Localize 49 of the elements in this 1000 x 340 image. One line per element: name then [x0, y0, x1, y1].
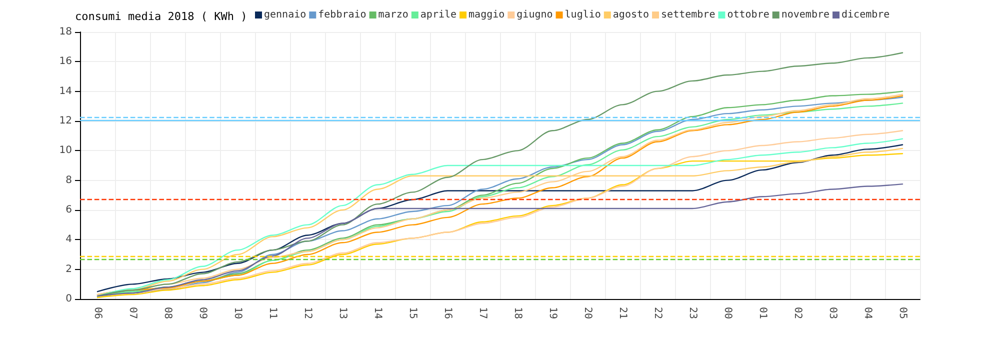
x-tick-label: 02 [792, 307, 803, 320]
legend-label: giugno [516, 10, 553, 20]
legend-label: settembre [661, 10, 716, 20]
x-tick-label: 08 [162, 307, 173, 320]
x-tick-label: 01 [757, 307, 768, 320]
line-series [96, 52, 904, 297]
x-tick-label: 10 [232, 307, 243, 320]
x-tick-label: 04 [862, 307, 873, 320]
y-tick-label: 14 [59, 86, 72, 97]
x-tick-label: 09 [197, 307, 208, 320]
x-tick-label: 16 [442, 307, 453, 320]
y-tick-label: 4 [66, 234, 72, 246]
x-tick-label: 14 [372, 307, 383, 320]
legend-label: novembre [781, 10, 830, 20]
y-tick-label: 6 [66, 204, 72, 216]
x-tick-label: 03 [827, 307, 838, 320]
x-tick-label: 05 [897, 307, 908, 320]
y-tick-label: 2 [66, 264, 72, 275]
x-tick-label: 07 [127, 307, 138, 320]
x-tick-label: 15 [407, 307, 418, 320]
x-tick-label: 12 [302, 307, 313, 320]
legend-label: gennaio [264, 10, 306, 20]
x-tick-label: 18 [512, 307, 523, 320]
y-tick-label: 10 [59, 145, 72, 156]
legend-label: maggio [468, 10, 505, 20]
x-tick-label: 20 [582, 307, 593, 320]
legend-label: agosto [612, 10, 650, 20]
x-tick-label: 00 [722, 307, 733, 320]
x-tick-label: 06 [92, 307, 103, 320]
legend-label: febbraio [318, 10, 366, 20]
x-tick-label: 13 [337, 307, 348, 320]
legend-label: luglio [564, 10, 601, 20]
x-tick-label: 17 [477, 307, 488, 320]
line-series [96, 183, 904, 297]
chart-title: consumi media 2018 ( KWh ) [75, 10, 248, 23]
legend-label: marzo [378, 10, 408, 20]
x-tick-label: 23 [687, 307, 698, 320]
y-tick-label: 8 [66, 174, 72, 186]
x-tick-label: 21 [617, 307, 628, 320]
x-tick-label: 22 [652, 307, 663, 320]
y-tick-label: 12 [59, 116, 72, 126]
legend-label: aprile [420, 10, 457, 20]
x-tick-label: 11 [267, 307, 278, 320]
x-tick-label: 19 [547, 307, 558, 320]
y-tick-label: 16 [59, 56, 72, 68]
legend-label: dicembre [842, 10, 890, 20]
y-tick-label: 0 [66, 294, 72, 304]
y-tick-label: 18 [59, 26, 72, 38]
legend-label: ottobre [727, 10, 770, 20]
